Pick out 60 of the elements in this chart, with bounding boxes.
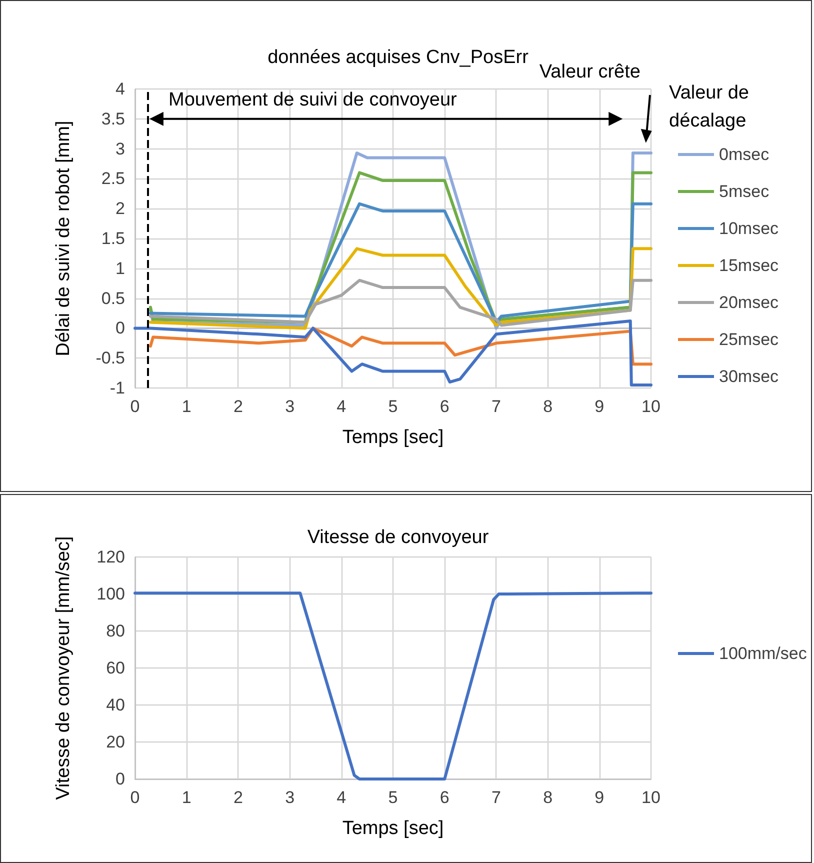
y-tick-label: -0.5 (96, 348, 125, 368)
x-tick-label: 9 (594, 788, 604, 807)
legend-label: 25msec (719, 330, 780, 349)
legend-label: 10msec (719, 219, 780, 238)
legend-label: 15msec (719, 256, 780, 275)
y-tick-label: 120 (96, 548, 125, 566)
y-tick-label: 3 (116, 139, 125, 158)
x-tick-label: 1 (182, 397, 192, 416)
x-tick-label: 6 (440, 788, 450, 807)
y-tick-label: 0 (116, 318, 125, 338)
x-axis-title: Temps [sec] (342, 427, 444, 448)
x-tick-label: 4 (336, 788, 346, 807)
annotation: Mouvement de suivi de convoyeur (168, 90, 458, 111)
text: Valeur crête (539, 62, 640, 83)
y-tick-label: -1 (110, 378, 125, 398)
x-tick-label: 8 (543, 788, 553, 807)
x-tick-label: 1 (182, 788, 192, 807)
y-tick-label: 3.5 (101, 109, 125, 128)
x-tick-label: 7 (491, 788, 501, 807)
x-tick-label: 3 (285, 397, 295, 416)
legend-label: 20msec (719, 293, 780, 312)
x-tick-label: 10 (642, 397, 660, 416)
legend-label: 30msec (719, 367, 780, 386)
x-axis-title: Temps [sec] (342, 818, 444, 839)
x-tick-label: 5 (388, 397, 398, 416)
x-tick-label: 7 (491, 397, 501, 416)
y-tick-label: 1.5 (101, 229, 125, 248)
x-tick-label: 2 (233, 397, 243, 416)
y-tick-label: 80 (106, 622, 125, 640)
x-tick-label: 9 (594, 397, 604, 416)
legend-label: 5msec (719, 182, 770, 201)
y-tick-label: 0.5 (101, 288, 125, 308)
line-series (148, 326, 652, 366)
chart-title: Vitesse de convoyeur (307, 527, 490, 548)
x-tick-label: 0 (130, 788, 140, 807)
x-tick-label: 0 (130, 397, 140, 416)
x-tick-label: 8 (543, 397, 553, 416)
legend-label: 0msec (719, 145, 770, 164)
x-tick-label: 5 (388, 788, 398, 807)
y-tick-label: 2 (116, 199, 125, 218)
y-tick-label: 20 (106, 732, 125, 752)
y-tick-label: 0 (116, 770, 125, 788)
y-tick-label: 4 (116, 80, 125, 98)
y-axis-title: Vitesse de convoyeur [mm/sec] (53, 536, 74, 800)
y-tick-label: 1 (116, 258, 125, 278)
y-tick-label: 40 (106, 696, 125, 714)
chart-title: données acquises Cnv_PosErr (268, 47, 530, 68)
y-tick-label: 100 (96, 584, 125, 604)
x-tick-label: 6 (440, 397, 450, 416)
y-tick-label: 60 (106, 658, 125, 678)
line-series (148, 202, 652, 324)
x-tick-label: 10 (642, 788, 660, 807)
text: Valeur de décalage (669, 82, 749, 132)
legend-label: 100mm/sec (719, 644, 808, 663)
y-tick-label: 2.5 (101, 169, 125, 188)
line-series (148, 278, 652, 327)
x-tick-label: 3 (285, 788, 295, 807)
y-axis-title: Délai de suivi de robot [mm] (53, 120, 74, 356)
x-tick-label: 4 (336, 397, 346, 416)
x-tick-label: 2 (233, 788, 243, 807)
